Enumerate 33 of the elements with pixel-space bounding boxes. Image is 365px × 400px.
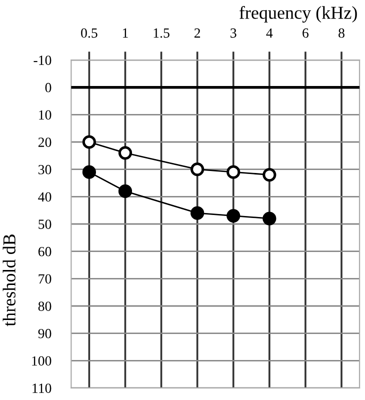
x-tick-label: 2 bbox=[194, 28, 200, 38]
x-tick-label: 1 bbox=[122, 28, 128, 38]
x-tick-label: 6 bbox=[302, 28, 309, 38]
point bbox=[190, 206, 204, 220]
point bbox=[226, 165, 240, 179]
x-axis-title: frequency (kHz) bbox=[239, 6, 357, 23]
y-tick-label: 110 bbox=[32, 384, 52, 393]
point bbox=[118, 184, 132, 198]
x-tick-label: 1.5 bbox=[154, 28, 170, 38]
y-tick-label: 20 bbox=[38, 138, 52, 147]
point bbox=[118, 146, 132, 160]
point bbox=[190, 162, 204, 176]
y-tick-label: 100 bbox=[32, 356, 52, 366]
y-tick-label: 0 bbox=[45, 82, 52, 92]
x-tick-label: 0.5 bbox=[81, 28, 98, 38]
y-tick-label: 40 bbox=[38, 192, 52, 202]
point bbox=[262, 212, 276, 226]
x-tick-label: 4 bbox=[266, 28, 273, 38]
point bbox=[262, 168, 276, 182]
y-tick-label: 90 bbox=[38, 328, 52, 338]
y-tick-label: 70 bbox=[38, 274, 52, 284]
y-tick-label: 80 bbox=[38, 302, 52, 311]
y-tick-label: 10 bbox=[39, 110, 52, 120]
y-tick-label: 60 bbox=[38, 246, 52, 256]
y-tick-label: -10 bbox=[34, 56, 52, 65]
x-tick-label: 8 bbox=[338, 28, 344, 38]
x-tick-label: 3 bbox=[230, 28, 236, 38]
point bbox=[226, 208, 240, 223]
y-tick-label: 30 bbox=[38, 164, 52, 174]
y-axis-title: threshold dB bbox=[2, 234, 16, 326]
y-tick-label: 50 bbox=[38, 220, 52, 229]
point bbox=[82, 135, 96, 149]
point bbox=[82, 165, 96, 179]
